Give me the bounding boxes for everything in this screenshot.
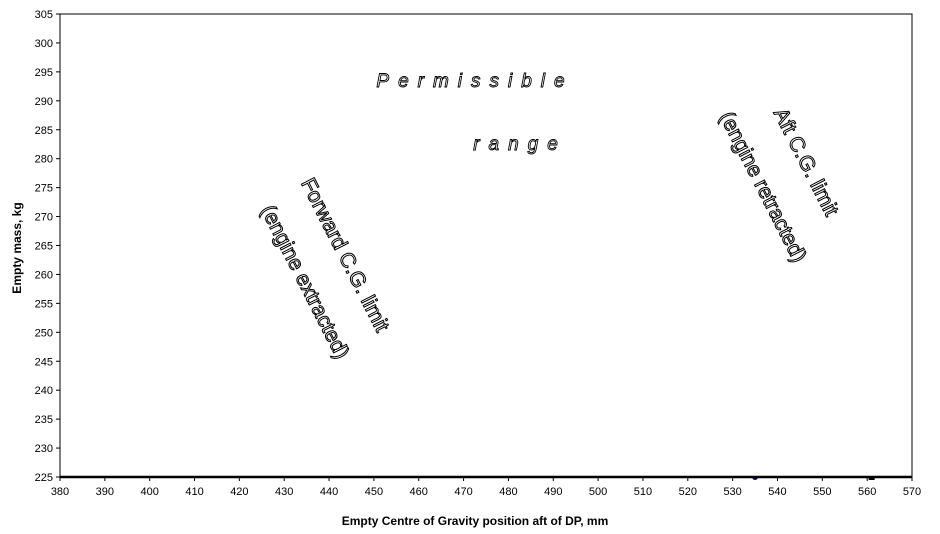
y-tick-label-230: 230 [35, 443, 53, 455]
x-tick-label-420: 420 [230, 486, 248, 498]
y-tick-label-300: 300 [35, 38, 53, 50]
permissible-range-label-line2: range [473, 134, 567, 155]
y-tick-label-285: 285 [35, 125, 53, 137]
x-tick-label-570: 570 [903, 486, 921, 498]
y-tick-label-255: 255 [35, 298, 53, 310]
x-tick-label-540: 540 [768, 486, 786, 498]
x-tick-label-440: 440 [320, 486, 338, 498]
tick-labels: 380 390 400 410 420 430 440 450 460 470 480 490 500 5… [35, 9, 922, 498]
y-tick-label-245: 245 [35, 356, 53, 368]
x-tick-label-500: 500 [589, 486, 607, 498]
x-tick-label-430: 430 [275, 486, 293, 498]
y-tick-label-280: 280 [35, 154, 53, 166]
x-tick-label-400: 400 [141, 486, 159, 498]
x-tick-label-530: 530 [723, 486, 741, 498]
y-tick-label-265: 265 [35, 241, 53, 253]
x-tick-label-460: 460 [410, 486, 428, 498]
y-tick-label-270: 270 [35, 212, 53, 224]
x-tick-label-490: 490 [544, 486, 562, 498]
x-tick-label-510: 510 [634, 486, 652, 498]
y-tick-label-235: 235 [35, 414, 53, 426]
y-tick-label-275: 275 [35, 183, 53, 195]
x-tick-label-450: 450 [365, 486, 383, 498]
y-tick-label-305: 305 [35, 9, 53, 21]
x-tick-label-410: 410 [185, 486, 203, 498]
y-tick-label-225: 225 [35, 472, 53, 484]
x-tick-label-480: 480 [499, 486, 517, 498]
y-tick-label-250: 250 [35, 327, 53, 339]
y-tick-label-290: 290 [35, 96, 53, 108]
permissible-range-label-line1: Permissible [376, 71, 573, 92]
y-tick-label-240: 240 [35, 385, 53, 397]
y-axis-title: Empty mass, kg [10, 202, 24, 293]
axes [56, 13, 913, 481]
plot-area-frame [59, 13, 913, 478]
x-tick-label-520: 520 [679, 486, 697, 498]
y-tick-label-295: 295 [35, 67, 53, 79]
x-axis-title: Empty Centre of Gravity position aft of … [342, 514, 608, 528]
x-tick-label-380: 380 [51, 486, 69, 498]
x-tick-label-470: 470 [454, 486, 472, 498]
x-tick-label-560: 560 [858, 486, 876, 498]
y-tick-label-260: 260 [35, 269, 53, 281]
x-tick-label-550: 550 [813, 486, 831, 498]
x-tick-label-390: 390 [96, 486, 114, 498]
